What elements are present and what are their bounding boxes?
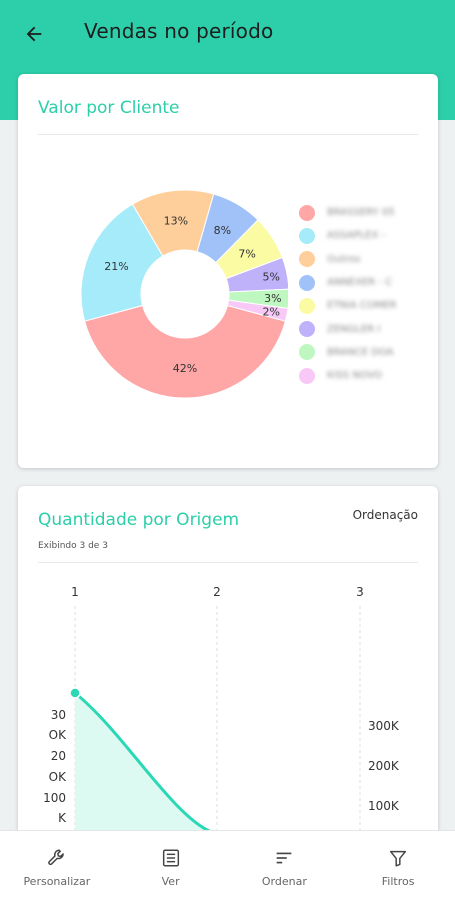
legend-label: BRASSERY 05 <box>327 207 395 219</box>
legend-swatch <box>299 344 315 361</box>
legend-swatch <box>299 204 315 221</box>
area-fill <box>75 693 360 850</box>
legend-swatch <box>299 297 315 314</box>
chart-legend: BRASSERY 05 ASSAPLEX - Outros ANNEXER - C ET… <box>299 201 397 387</box>
legend-swatch <box>299 274 315 291</box>
legend-item[interactable]: ETNIA COMER <box>299 294 397 317</box>
legend-item[interactable]: BRASSERY 05 <box>299 201 397 224</box>
card-title: Quantidade por Origem <box>38 510 240 530</box>
legend-item[interactable]: ASSAPLEX - <box>299 224 397 247</box>
slice-label: 13% <box>164 215 188 228</box>
legend-item[interactable]: BRANCE DOA <box>299 341 397 364</box>
legend-label: BRANCE DOA <box>327 346 394 358</box>
y-left-tick: 100 <box>43 791 66 805</box>
slice-label: 5% <box>262 270 279 283</box>
pie-slice[interactable] <box>80 203 164 322</box>
y-left-tick: 20 <box>51 749 66 763</box>
card-title: Valor por Cliente <box>38 98 180 118</box>
legend-label: ETNIA COMER <box>327 300 397 312</box>
list-view-icon <box>162 849 179 867</box>
nav-label: Ver <box>161 875 180 888</box>
nav-ordenar[interactable]: Ordenar <box>234 831 334 900</box>
y-right-tick: 200K <box>368 759 400 773</box>
sort-button[interactable]: Ordenação <box>352 508 418 522</box>
legend-label: Outros <box>327 253 361 265</box>
legend-item[interactable]: KISS NOVO <box>299 364 397 387</box>
legend-item[interactable]: ZENGLER I <box>299 317 397 340</box>
arrow-left-icon <box>26 26 42 42</box>
nav-filtros[interactable]: Filtros <box>348 831 448 900</box>
data-point[interactable] <box>69 687 81 699</box>
showing-count: Exibindo 3 de 3 <box>38 541 108 551</box>
bottom-nav: Personalizar Ver Ordenar Filtros <box>0 830 455 900</box>
legend-label: ZENGLER I <box>327 323 381 335</box>
nav-personalizar[interactable]: Personalizar <box>7 831 107 900</box>
legend-swatch <box>299 321 315 338</box>
x-top-label: 1 <box>71 585 79 599</box>
y-left-tick: 30 <box>51 708 66 722</box>
x-top-label: 2 <box>213 585 221 599</box>
legend-item[interactable]: Outros <box>299 248 397 271</box>
slice-label: 42% <box>173 362 197 375</box>
nav-label: Ordenar <box>261 875 307 888</box>
client-value-card: Valor por Cliente 42% 21% 13% 8% 7% 5% 3% 2% BR… <box>18 74 438 468</box>
sort-icon <box>277 852 292 864</box>
donut-chart: 42% 21% 13% 8% 7% 5% 3%2% <box>80 189 288 399</box>
divider <box>38 134 418 135</box>
wrench-icon <box>48 849 64 866</box>
nav-ver[interactable]: Ver <box>121 831 221 900</box>
slice-label: 3% <box>264 292 281 305</box>
nav-label: Personalizar <box>23 875 91 888</box>
slice-label: 21% <box>104 260 128 273</box>
area-chart: 1230K100OK20OK300100K200K300K2020/122020… <box>43 585 400 852</box>
legend-label: ASSAPLEX - <box>327 230 386 242</box>
page-title: Vendas no período <box>84 19 274 43</box>
legend-swatch <box>299 251 315 268</box>
y-left-tick: OK <box>49 728 67 742</box>
y-left-tick: OK <box>49 770 67 784</box>
filter-icon <box>390 850 407 867</box>
slice-label: 2% <box>262 306 279 319</box>
x-top-label: 3 <box>356 585 364 599</box>
pie-slice[interactable] <box>83 304 286 399</box>
pie-slice[interactable] <box>226 299 288 322</box>
slice-label: 7% <box>238 248 255 261</box>
legend-swatch <box>299 367 315 384</box>
legend-swatch <box>299 227 315 244</box>
back-button[interactable] <box>18 18 50 50</box>
legend-label: KISS NOVO <box>327 370 383 382</box>
legend-item[interactable]: ANNEXER - C <box>299 271 397 294</box>
slice-label: 8% <box>214 224 231 237</box>
divider <box>38 562 418 563</box>
legend-label: ANNEXER - C <box>327 277 393 289</box>
nav-label: Filtros <box>381 875 415 888</box>
y-right-tick: 300K <box>368 719 400 733</box>
y-right-tick: 100K <box>368 799 400 813</box>
y-left-tick: K <box>58 811 67 825</box>
